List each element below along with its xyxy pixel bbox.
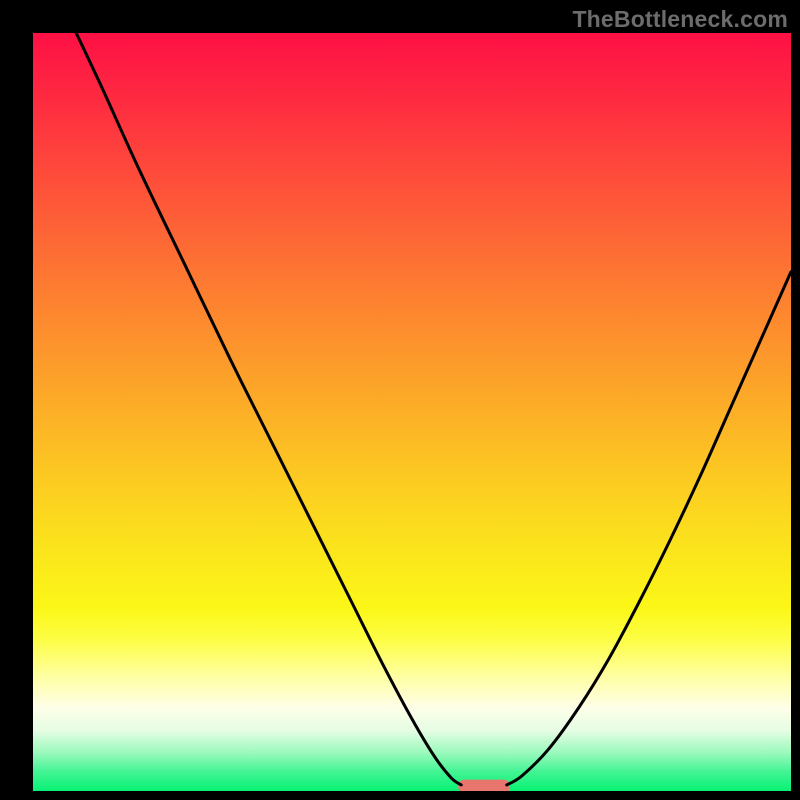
watermark-text: TheBottleneck.com xyxy=(572,6,788,33)
optimal-marker xyxy=(458,780,510,791)
bottleneck-chart xyxy=(33,33,791,791)
chart-container: TheBottleneck.com xyxy=(0,0,800,800)
gradient-background xyxy=(33,33,791,791)
